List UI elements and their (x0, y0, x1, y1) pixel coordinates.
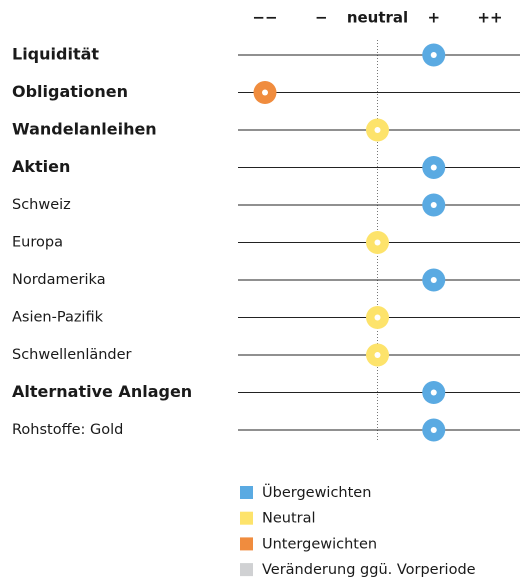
dot-center (430, 427, 437, 433)
legend-swatch (240, 486, 253, 499)
dot-center (374, 127, 381, 133)
category-label: Rohstoffe: Gold (12, 422, 123, 438)
x-tick-label: neutral (347, 9, 408, 27)
category-label: Schweiz (12, 197, 71, 213)
x-tick-label: + (427, 9, 440, 27)
dot-center (374, 352, 381, 358)
legend-label: Untergewichten (262, 536, 377, 552)
dot-center (430, 389, 437, 396)
dot-center (374, 239, 381, 246)
dot-center (430, 52, 437, 58)
legend-label: Übergewichten (262, 483, 371, 501)
legend-swatch (240, 511, 253, 525)
category-label: Alternative Anlagen (12, 382, 192, 401)
category-label: Liquidität (12, 45, 99, 64)
x-tick-label: − (315, 9, 328, 27)
x-tick-label: −− (252, 9, 277, 27)
category-label: Asien-Pazifik (12, 310, 104, 326)
dot-center (430, 164, 437, 171)
legend-swatch (240, 537, 253, 551)
category-label: Europa (12, 235, 63, 251)
dot-center (262, 89, 268, 96)
legend-label: Neutral (262, 511, 316, 527)
category-label: Obligationen (12, 82, 128, 101)
legend-label: Veränderung ggü. Vorperiode (262, 562, 476, 578)
category-label: Schwellenländer (12, 347, 132, 363)
category-label: Wandelanleihen (12, 120, 157, 139)
dot-center (374, 314, 381, 321)
category-label: Nordamerika (12, 272, 106, 288)
x-tick-label: ++ (477, 9, 502, 27)
dot-center (430, 277, 437, 283)
category-label: Aktien (12, 157, 70, 176)
legend-swatch (240, 563, 253, 577)
dot-center (430, 202, 437, 208)
